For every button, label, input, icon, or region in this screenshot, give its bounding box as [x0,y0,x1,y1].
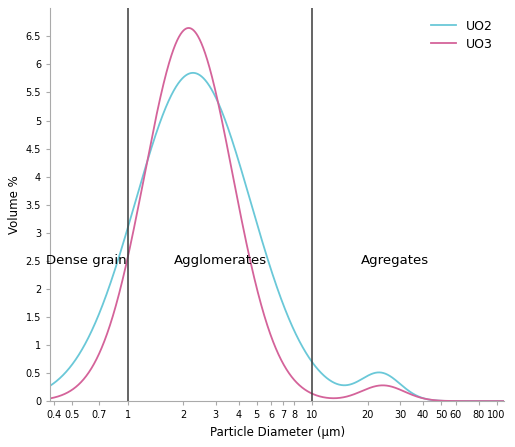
UO2 [47,383,53,388]
UO2 [126,222,132,227]
UO3 [99,345,105,350]
UO3 [221,130,228,135]
UO2 [99,304,105,310]
UO3 [241,229,247,234]
UO3 [185,25,192,31]
Line: UO2: UO2 [50,73,504,401]
UO2 [443,398,450,404]
Y-axis label: Volume %: Volume % [8,175,21,234]
UO2 [221,115,228,121]
UO3 [501,398,507,404]
UO3 [47,396,53,401]
UO3 [492,398,499,404]
Text: Agregates: Agregates [360,254,428,267]
Text: Dense grain: Dense grain [46,254,127,267]
X-axis label: Particle Diameter (μm): Particle Diameter (μm) [210,426,345,439]
Text: Agglomerates: Agglomerates [174,254,267,267]
UO2 [241,177,247,182]
Legend: UO2, UO3: UO2, UO3 [426,15,498,55]
Line: UO3: UO3 [50,28,504,401]
UO3 [443,398,450,404]
UO3 [126,250,132,255]
UO2 [492,398,499,404]
UO2 [190,70,196,76]
UO2 [501,398,507,404]
